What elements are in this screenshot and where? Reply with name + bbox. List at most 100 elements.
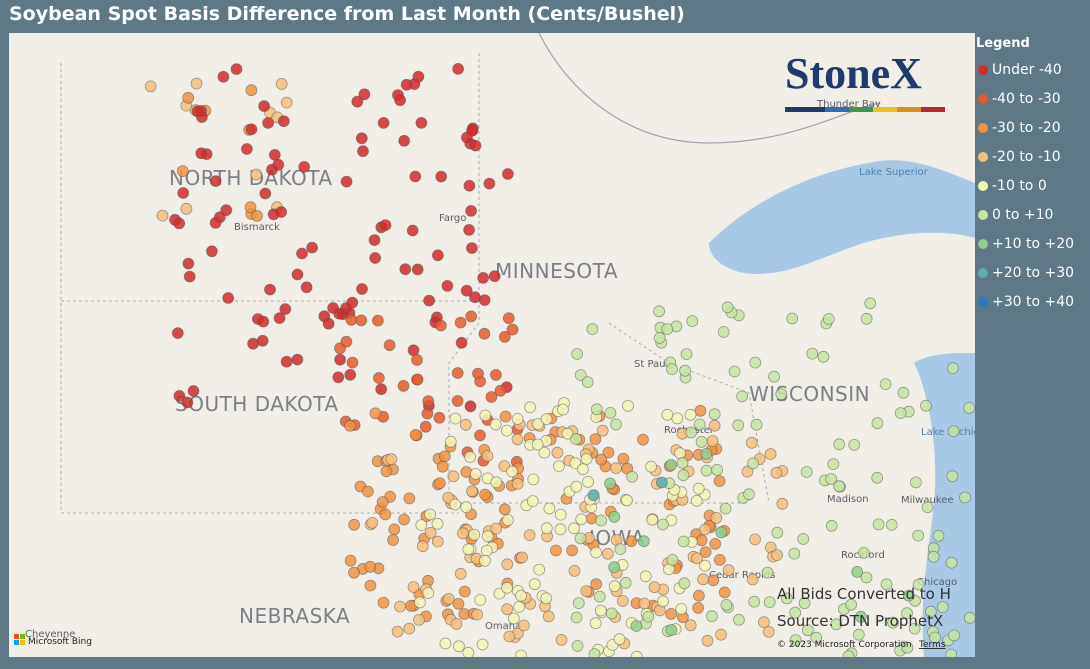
bid-dot[interactable]	[542, 610, 555, 623]
bid-dot[interactable]	[637, 535, 650, 548]
bid-dot[interactable]	[463, 223, 476, 236]
bid-dot[interactable]	[506, 465, 519, 478]
bid-dot[interactable]	[902, 589, 915, 602]
bid-dot[interactable]	[533, 563, 546, 576]
bid-dot[interactable]	[500, 424, 513, 437]
bid-dot[interactable]	[630, 650, 643, 657]
bid-dot[interactable]	[463, 179, 476, 192]
bid-dot[interactable]	[489, 368, 502, 381]
bid-dot[interactable]	[222, 292, 235, 304]
bid-dot[interactable]	[498, 330, 511, 343]
bid-dot[interactable]	[677, 535, 690, 548]
bid-dot[interactable]	[587, 489, 600, 502]
bid-dot[interactable]	[245, 84, 258, 97]
bid-dot[interactable]	[479, 488, 492, 501]
bid-dot[interactable]	[257, 315, 270, 328]
bid-dot[interactable]	[423, 294, 436, 307]
bid-dot[interactable]	[358, 88, 371, 101]
bid-dot[interactable]	[357, 145, 369, 158]
bid-dot[interactable]	[361, 485, 374, 498]
bid-dot[interactable]	[554, 508, 567, 521]
bid-dot[interactable]	[671, 412, 684, 425]
bid-dot[interactable]	[379, 219, 392, 232]
bid-dot[interactable]	[469, 468, 482, 480]
bid-dot[interactable]	[173, 389, 186, 402]
bid-dot[interactable]	[344, 368, 357, 381]
bid-dot[interactable]	[397, 379, 410, 392]
bid-dot[interactable]	[894, 407, 907, 420]
bid-dot[interactable]	[523, 529, 536, 542]
bid-dot[interactable]	[570, 433, 582, 446]
bid-dot[interactable]	[466, 485, 478, 498]
bid-dot[interactable]	[728, 365, 741, 378]
bid-dot[interactable]	[322, 317, 335, 330]
bid-dot[interactable]	[706, 610, 718, 623]
bid-dot[interactable]	[851, 566, 864, 578]
bid-dot[interactable]	[399, 263, 412, 276]
bid-dot[interactable]	[369, 407, 382, 420]
bid-dot[interactable]	[259, 187, 272, 200]
bid-dot[interactable]	[422, 395, 435, 408]
bid-dot[interactable]	[569, 457, 582, 470]
bid-dot[interactable]	[369, 252, 382, 264]
bid-dot[interactable]	[657, 595, 669, 608]
bid-dot[interactable]	[770, 466, 783, 479]
bid-dot[interactable]	[580, 585, 593, 597]
bid-dot[interactable]	[604, 477, 616, 490]
bid-dot[interactable]	[416, 540, 429, 553]
bid-dot[interactable]	[946, 470, 959, 483]
bid-dot[interactable]	[543, 502, 556, 515]
bid-dot[interactable]	[411, 263, 424, 276]
bid-dot[interactable]	[334, 353, 347, 366]
bid-dot[interactable]	[684, 408, 697, 421]
bid-dot[interactable]	[758, 616, 770, 629]
bid-dot[interactable]	[706, 435, 719, 448]
bid-dot[interactable]	[156, 209, 169, 222]
bid-dot[interactable]	[699, 559, 711, 572]
bid-dot[interactable]	[927, 550, 940, 563]
bid-dot[interactable]	[621, 494, 633, 507]
bid-dot[interactable]	[478, 554, 491, 567]
bid-dot[interactable]	[501, 168, 514, 180]
bid-dot[interactable]	[708, 419, 721, 432]
bid-dot[interactable]	[413, 596, 426, 609]
bid-dot[interactable]	[540, 592, 553, 605]
bid-dot[interactable]	[908, 622, 921, 635]
bid-dot[interactable]	[585, 512, 598, 525]
bid-dot[interactable]	[300, 281, 313, 294]
bid-dot[interactable]	[516, 551, 528, 564]
bid-dot[interactable]	[646, 513, 659, 526]
bid-dot[interactable]	[385, 453, 398, 466]
bid-dot[interactable]	[258, 100, 271, 112]
bid-dot[interactable]	[571, 348, 583, 360]
bid-dot[interactable]	[465, 310, 478, 323]
bid-dot[interactable]	[608, 561, 621, 574]
bid-dot[interactable]	[474, 429, 486, 442]
legend-item[interactable]: -30 to -20	[976, 113, 1090, 142]
bid-dot[interactable]	[845, 598, 857, 611]
bid-dot[interactable]	[830, 618, 843, 631]
bid-dot[interactable]	[645, 460, 657, 473]
bid-dot[interactable]	[653, 305, 665, 318]
bid-dot[interactable]	[465, 242, 478, 255]
bid-dot[interactable]	[471, 608, 484, 621]
bid-dot[interactable]	[371, 314, 384, 327]
bid-dot[interactable]	[947, 362, 959, 375]
bid-dot[interactable]	[593, 590, 606, 603]
bid-dot[interactable]	[852, 628, 865, 641]
bid-dot[interactable]	[424, 508, 436, 521]
bid-dot[interactable]	[351, 95, 364, 108]
bid-dot[interactable]	[375, 383, 388, 396]
bid-dot[interactable]	[531, 438, 544, 451]
bid-dot[interactable]	[511, 433, 524, 446]
bid-dot[interactable]	[743, 488, 755, 501]
bid-dot[interactable]	[190, 77, 203, 90]
bid-dot[interactable]	[677, 469, 690, 482]
bid-dot[interactable]	[929, 631, 941, 644]
bid-dot[interactable]	[747, 457, 759, 470]
bid-dot[interactable]	[699, 546, 712, 558]
bid-dot[interactable]	[694, 404, 707, 417]
bid-dot[interactable]	[494, 384, 507, 397]
bid-dot[interactable]	[209, 216, 222, 229]
bid-dot[interactable]	[465, 204, 478, 217]
